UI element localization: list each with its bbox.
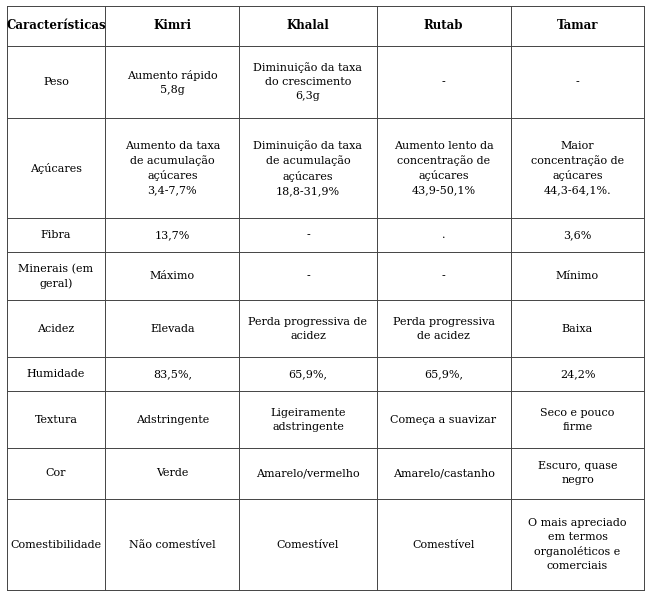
Text: 83,5%,: 83,5%, xyxy=(153,369,192,379)
Text: Ligeiramente
adstringente: Ligeiramente adstringente xyxy=(270,408,346,432)
Text: Humidade: Humidade xyxy=(27,369,85,379)
Text: Começa a suavizar: Começa a suavizar xyxy=(391,415,497,424)
Text: Amarelo/castanho: Amarelo/castanho xyxy=(393,468,495,479)
Text: Aumento da taxa
de acumulação
açúcares
3,4-7,7%: Aumento da taxa de acumulação açúcares 3… xyxy=(125,141,220,195)
Text: Comestibilidade: Comestibilidade xyxy=(10,539,102,550)
Text: Comestível: Comestível xyxy=(412,539,475,550)
Text: 3,6%: 3,6% xyxy=(563,230,592,240)
Text: Diminuição da taxa
do crescimento
6,3g: Diminuição da taxa do crescimento 6,3g xyxy=(253,63,363,101)
Text: -: - xyxy=(441,272,445,281)
Text: Adstringente: Adstringente xyxy=(136,415,209,424)
Text: Textura: Textura xyxy=(35,415,77,424)
Text: Acidez: Acidez xyxy=(37,324,75,334)
Text: Açúcares: Açúcares xyxy=(30,163,82,173)
Text: Tamar: Tamar xyxy=(557,19,598,32)
Text: Diminuição da taxa
de acumulação
açúcares
18,8-31,9%: Diminuição da taxa de acumulação açúcare… xyxy=(253,140,363,196)
Text: Rutab: Rutab xyxy=(424,19,464,32)
Text: Khalal: Khalal xyxy=(286,19,329,32)
Text: Comestível: Comestível xyxy=(277,539,339,550)
Text: Máximo: Máximo xyxy=(150,272,195,281)
Text: O mais apreciado
em termos
organoléticos e
comerciais: O mais apreciado em termos organoléticos… xyxy=(528,518,627,572)
Text: 65,9%,: 65,9%, xyxy=(288,369,327,379)
Text: Não comestível: Não comestível xyxy=(129,539,215,550)
Text: .: . xyxy=(442,230,445,240)
Text: Fibra: Fibra xyxy=(41,230,71,240)
Text: -: - xyxy=(575,77,579,87)
Text: Kimri: Kimri xyxy=(154,19,191,32)
Text: Cor: Cor xyxy=(46,468,66,479)
Text: Perda progressiva de
acidez: Perda progressiva de acidez xyxy=(249,316,367,340)
Text: 13,7%: 13,7% xyxy=(155,230,190,240)
Text: Verde: Verde xyxy=(156,468,189,479)
Text: Minerais (em
geral): Minerais (em geral) xyxy=(18,264,94,289)
Text: Amarelo/vermelho: Amarelo/vermelho xyxy=(256,468,360,479)
Text: -: - xyxy=(441,77,445,87)
Text: -: - xyxy=(306,272,310,281)
Text: Elevada: Elevada xyxy=(150,324,195,334)
Text: Aumento rápido
5,8g: Aumento rápido 5,8g xyxy=(127,70,217,95)
Text: 65,9%,: 65,9%, xyxy=(424,369,463,379)
Text: Aumento lento da
concentração de
açúcares
43,9-50,1%: Aumento lento da concentração de açúcare… xyxy=(394,141,493,195)
Text: Maior
concentração de
açúcares
44,3-64,1%.: Maior concentração de açúcares 44,3-64,1… xyxy=(531,141,624,195)
Text: Mínimo: Mínimo xyxy=(556,272,599,281)
Text: -: - xyxy=(306,230,310,240)
Text: Peso: Peso xyxy=(43,77,69,87)
Text: Baixa: Baixa xyxy=(562,324,593,334)
Text: Características: Características xyxy=(6,19,105,32)
Text: Escuro, quase
negro: Escuro, quase negro xyxy=(538,461,617,485)
Text: Seco e pouco
firme: Seco e pouco firme xyxy=(540,408,615,432)
Text: 24,2%: 24,2% xyxy=(560,369,595,379)
Text: Perda progressiva
de acidez: Perda progressiva de acidez xyxy=(393,316,495,340)
